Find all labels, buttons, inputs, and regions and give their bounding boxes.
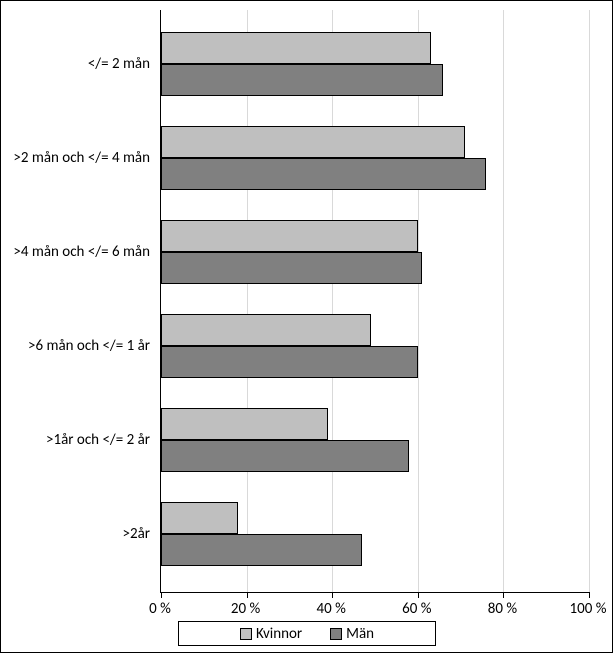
x-tick [332,592,333,598]
gridline [247,10,248,592]
x-tick-label: 20 % [231,600,260,618]
legend-label-man: Män [346,625,374,643]
legend-label-kvinnor: Kvinnor [256,625,302,643]
bar [161,314,371,346]
y-category-label: >2 mån och </= 4 mån [0,149,150,167]
bar [161,534,362,566]
gridline [589,10,590,592]
y-category-label: >2år [0,525,150,543]
plot-area [160,10,589,593]
bar [161,126,465,158]
x-tick-label: 100 % [570,600,607,618]
chart-container: Kvinnor Män 0 % 20 % 40 % 60 % 80 % 100 % </= … [0,0,613,653]
bar [161,440,409,472]
x-tick [589,592,590,598]
x-tick-label: 40 % [317,600,346,618]
bar [161,158,486,190]
y-category-label: </= 2 mån [0,55,150,73]
x-tick [418,592,419,598]
bar [161,64,443,96]
x-tick [503,592,504,598]
bar [161,346,418,378]
legend: Kvinnor Män [178,621,436,646]
y-category-label: >4 mån och </= 6 mån [0,243,150,261]
legend-swatch-kvinnor [240,628,252,640]
x-tick [161,592,162,598]
legend-swatch-man [330,628,342,640]
legend-item-kvinnor: Kvinnor [240,625,302,643]
x-tick [247,592,248,598]
bar [161,32,431,64]
legend-item-man: Män [330,625,374,643]
gridline [332,10,333,592]
y-category-label: >1år och </= 2 år [0,431,150,449]
y-category-label: >6 mån och </= 1 år [0,337,150,355]
bar [161,408,328,440]
x-tick-label: 0 % [149,600,171,618]
x-tick-label: 80 % [488,600,517,618]
x-tick-label: 60 % [402,600,431,618]
bar [161,252,422,284]
gridline [418,10,419,592]
bar [161,220,418,252]
bar [161,502,238,534]
gridline [503,10,504,592]
